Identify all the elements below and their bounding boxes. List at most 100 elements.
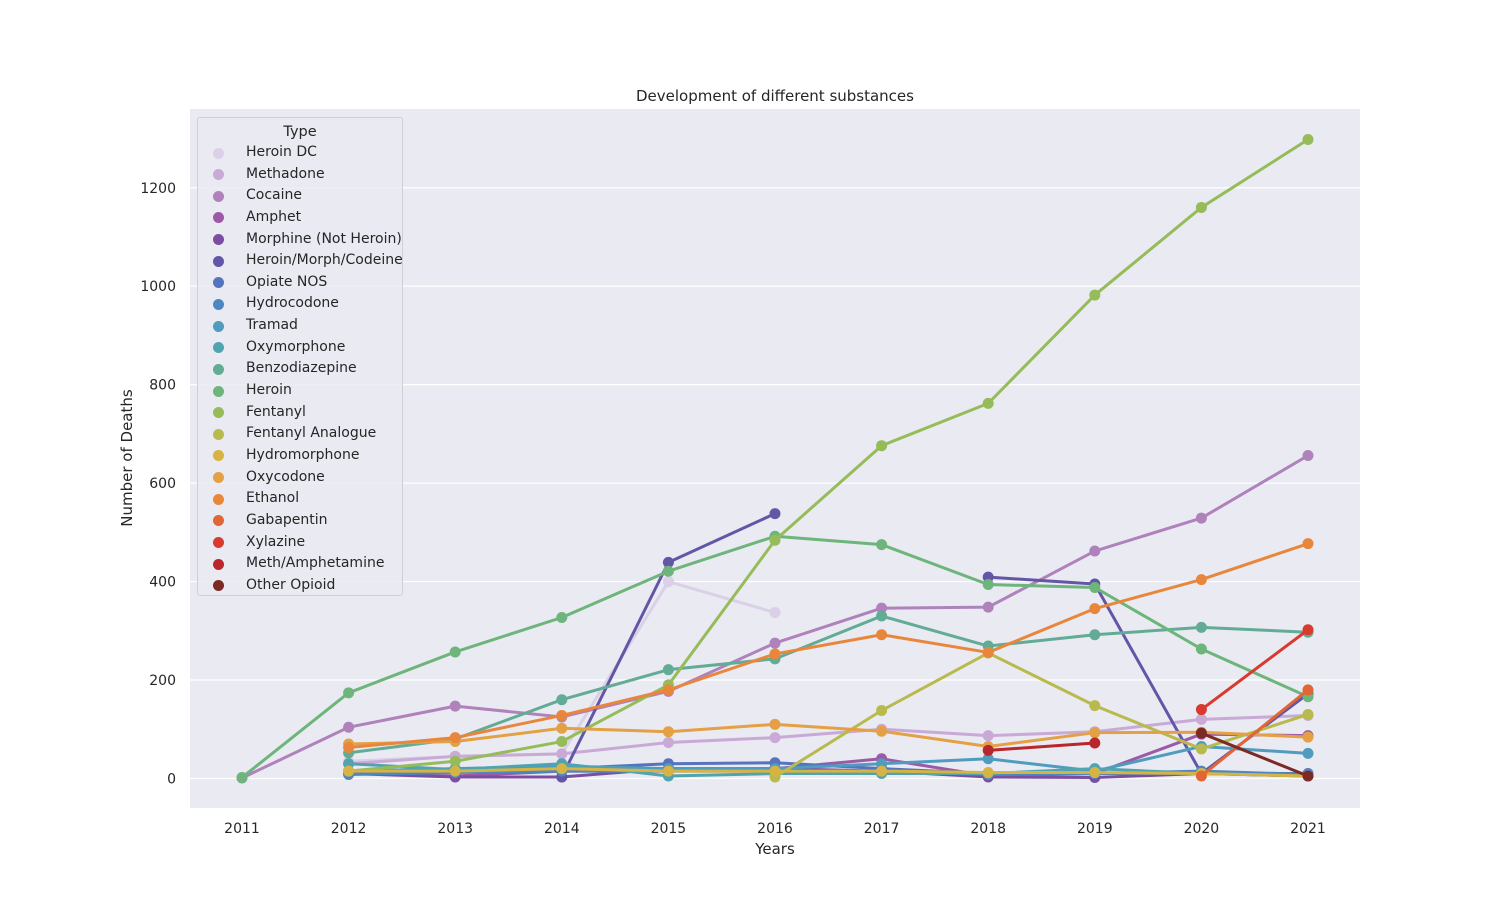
- data-point: [769, 637, 781, 649]
- legend-label: Tramad: [246, 317, 298, 334]
- series-line: [347, 542, 1310, 749]
- data-point: [556, 763, 568, 775]
- data-point: [982, 646, 994, 658]
- data-point: [662, 556, 674, 568]
- data-point: [662, 684, 674, 696]
- legend-item: Xylazine: [198, 532, 402, 554]
- legend-item: Heroin DC: [198, 142, 402, 164]
- data-point: [449, 765, 461, 777]
- data-point: [769, 607, 781, 619]
- legend-item: Amphet: [198, 207, 402, 229]
- legend-item: Gabapentin: [198, 510, 402, 532]
- x-tick-label: 2015: [651, 821, 687, 837]
- legend-marker: [213, 515, 224, 527]
- legend-label: Heroin: [246, 382, 292, 399]
- series-ethanol: [343, 538, 1314, 753]
- data-point: [876, 539, 888, 551]
- series-line: [773, 651, 1310, 779]
- data-point: [556, 748, 568, 760]
- chart-title: Development of different substances: [636, 87, 914, 105]
- legend: Type Heroin DC Methadone Cocaine Amphet Morp…: [197, 117, 403, 596]
- y-tick-label: 800: [149, 378, 176, 394]
- data-point: [1302, 770, 1314, 782]
- legend-item: Opiate NOS: [198, 272, 402, 294]
- legend-marker: [213, 234, 224, 246]
- data-point: [876, 440, 888, 452]
- x-axis-label: Years: [754, 840, 795, 858]
- legend-label: Meth/Amphetamine: [246, 555, 385, 572]
- legend-item: Hydrocodone: [198, 293, 402, 315]
- series-hydromorphone: [343, 763, 1314, 782]
- data-point: [876, 725, 888, 737]
- legend-item: Morphine (Not Heroin): [198, 229, 402, 251]
- data-point: [343, 765, 355, 777]
- legend-item: Oxymorphone: [198, 337, 402, 359]
- x-tick-label: 2020: [1184, 821, 1220, 837]
- legend-item: Methadone: [198, 164, 402, 186]
- data-point: [662, 765, 674, 777]
- series-line: [347, 138, 1310, 773]
- series-line: [347, 732, 1310, 778]
- legend-item: Other Opioid: [198, 575, 402, 597]
- data-point: [449, 755, 461, 767]
- legend-marker: [213, 407, 224, 419]
- y-tick-labels: 0 200 400 600 800 1000 1200: [140, 181, 176, 788]
- data-point: [343, 687, 355, 699]
- legend-item: Benzodiazepine: [198, 358, 402, 380]
- x-tick-labels: 2011 2012 2013 2014 2015 2016 2017 2018 2019 2020…: [224, 821, 1326, 837]
- legend-item: Ethanol: [198, 488, 402, 510]
- data-point: [449, 732, 461, 744]
- y-tick-label: 400: [149, 575, 176, 591]
- data-point: [1089, 727, 1101, 739]
- x-tick-label: 2021: [1290, 821, 1326, 837]
- legend-item: Heroin/Morph/Codeine: [198, 250, 403, 272]
- series-xylazine: [1195, 624, 1314, 716]
- x-tick-label: 2016: [757, 821, 793, 837]
- data-point: [769, 732, 781, 744]
- data-point: [1302, 747, 1314, 759]
- legend-label: Amphet: [246, 208, 302, 225]
- legend-item: Fentanyl: [198, 402, 402, 424]
- series-line: [1199, 731, 1310, 778]
- series-line: [347, 722, 1310, 748]
- x-tick-label: 2019: [1077, 821, 1113, 837]
- data-point: [1089, 737, 1101, 749]
- legend-label: Fentanyl Analogue: [246, 425, 377, 442]
- data-point: [662, 726, 674, 738]
- data-point: [449, 646, 461, 658]
- legend-marker: [213, 363, 224, 375]
- data-point: [1089, 289, 1101, 301]
- data-point: [662, 576, 674, 588]
- data-point: [662, 664, 674, 676]
- y-axis-label: Number of Deaths: [118, 389, 136, 527]
- legend-label: Opiate NOS: [246, 273, 328, 290]
- x-tick-label: 2017: [864, 821, 900, 837]
- y-tick-label: 600: [149, 476, 176, 492]
- data-point: [662, 737, 674, 749]
- legend-title: Type: [283, 124, 317, 140]
- data-point: [1089, 545, 1101, 557]
- x-tick-label: 2012: [331, 821, 367, 837]
- legend-item: Oxycodone: [198, 467, 402, 489]
- data-point: [769, 718, 781, 730]
- data-point: [876, 602, 888, 614]
- data-point: [1302, 450, 1314, 462]
- data-point: [1302, 708, 1314, 720]
- data-point: [982, 744, 994, 756]
- legend-label: Morphine (Not Heroin): [246, 230, 402, 247]
- legend-label: Heroin DC: [246, 144, 317, 160]
- legend-item: Hydromorphone: [198, 445, 402, 467]
- legend-marker: [213, 190, 224, 202]
- legend-label: Benzodiazepine: [246, 360, 357, 377]
- data-point: [982, 601, 994, 613]
- data-point: [1195, 201, 1207, 213]
- legend-label: Other Opioid: [246, 576, 336, 593]
- data-point: [769, 765, 781, 777]
- series-line: [347, 713, 1310, 766]
- legend-label: Oxycodone: [246, 468, 325, 485]
- legend-marker: [213, 277, 224, 289]
- data-point: [662, 565, 674, 577]
- data-point: [1195, 512, 1207, 524]
- data-point: [769, 508, 781, 520]
- legend-label: Gabapentin: [246, 511, 328, 528]
